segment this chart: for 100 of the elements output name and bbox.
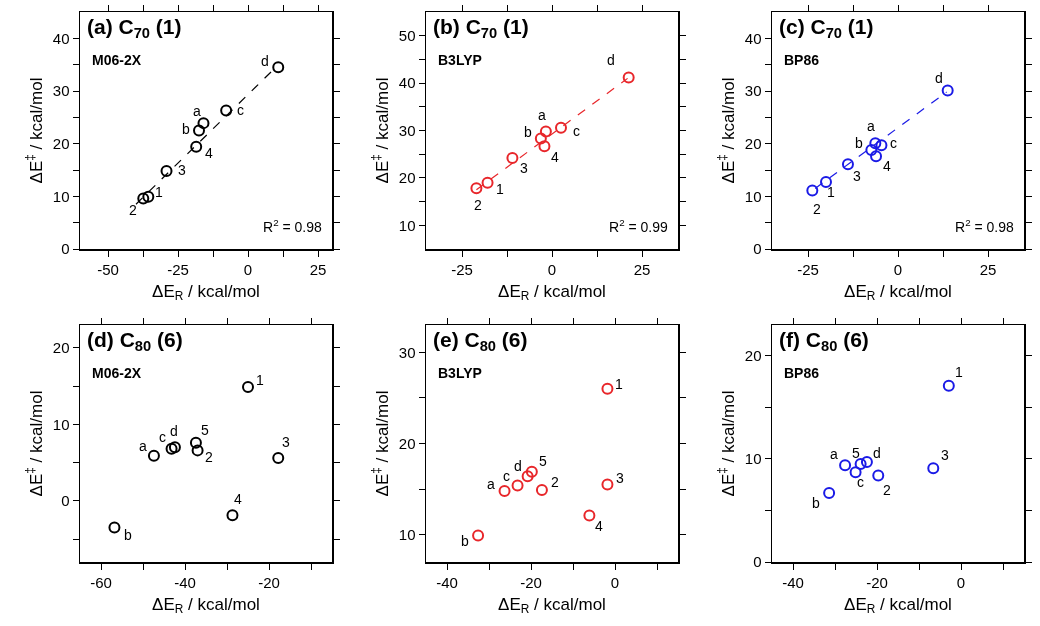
annotation: 2 — [883, 482, 891, 498]
x-tick-label: -25 — [797, 260, 819, 278]
chart-title: (f) C$_{80}$ (6) — [779, 328, 869, 355]
y-tick-label: 10 — [52, 415, 70, 433]
point — [601, 382, 614, 395]
point — [534, 132, 547, 145]
point — [470, 182, 483, 195]
point — [839, 459, 852, 472]
annotation: b — [182, 121, 190, 137]
point — [226, 509, 239, 522]
point — [865, 143, 878, 156]
point — [142, 190, 155, 203]
annotation: 5 — [852, 445, 860, 461]
annotation: c — [573, 123, 580, 139]
y-tick-label: 10 — [52, 187, 70, 205]
text: M06-2X — [92, 365, 142, 381]
point — [242, 380, 254, 393]
x-tick-label: -40 — [174, 573, 196, 591]
point — [820, 176, 832, 189]
point — [555, 121, 567, 134]
annotation: 2 — [474, 197, 482, 213]
x-tick-label: -20 — [520, 573, 542, 591]
point — [941, 84, 954, 97]
y-tick-label: 0 — [753, 240, 762, 258]
annotation: 3 — [520, 160, 528, 176]
point — [539, 125, 552, 138]
annotation: c — [159, 429, 166, 445]
annotation: 3 — [941, 447, 949, 463]
x-tick-label: -25 — [451, 260, 473, 278]
annotation: 4 — [883, 158, 891, 174]
x-tick-label: 25 — [979, 260, 997, 278]
point — [197, 117, 210, 130]
y-tick-label: 10 — [398, 216, 416, 234]
annotation: a — [193, 103, 201, 119]
annotation: d — [607, 52, 615, 68]
annotation: 3 — [178, 162, 186, 178]
annotation: 5 — [539, 453, 547, 469]
point — [137, 192, 150, 205]
point — [849, 466, 862, 479]
point — [927, 462, 940, 475]
annotation: 3 — [853, 168, 861, 184]
annotation: c — [503, 468, 510, 484]
x-tick-label: -40 — [436, 573, 458, 591]
annotation: R$^{2}$ = 0.98 — [263, 217, 322, 235]
point — [220, 104, 233, 117]
chart-title: (e) C$_{80}$ (6) — [433, 328, 528, 355]
point — [272, 452, 285, 465]
y-tick-label: 30 — [52, 82, 70, 100]
annotation: 2 — [813, 201, 821, 217]
point — [472, 529, 485, 542]
point — [190, 140, 203, 153]
annotation: d — [170, 423, 178, 439]
annotation: a — [139, 438, 147, 454]
x-tick-label: 0 — [243, 260, 253, 278]
x-tick-label: -50 — [97, 260, 119, 278]
point — [538, 140, 551, 153]
y-tick-label: 40 — [744, 29, 762, 47]
point — [870, 150, 883, 163]
point — [521, 470, 534, 483]
x-axis-title: ΔE$_{R}$ / kcal/mol — [844, 281, 952, 304]
x-tick-label: -20 — [258, 573, 280, 591]
annotation: R$^{2}$ = 0.98 — [955, 217, 1014, 235]
point — [535, 483, 548, 496]
point — [872, 469, 885, 482]
annotation: 3 — [282, 434, 290, 450]
annotation: a — [830, 446, 838, 462]
text: BP86 — [784, 365, 820, 381]
x-tick-label: 25 — [633, 260, 651, 278]
annotation: 5 — [201, 422, 209, 438]
point — [860, 456, 873, 469]
x-axis-title: ΔE$_{R}$ / kcal/mol — [498, 281, 606, 304]
point — [189, 436, 202, 449]
y-tick-label: 20 — [744, 347, 762, 365]
x-axis-title: ΔE$_{R}$ / kcal/mol — [152, 594, 260, 617]
y-tick-label: 20 — [744, 134, 762, 152]
y-tick-label: 30 — [398, 121, 416, 139]
annotation: 4 — [595, 518, 603, 534]
x-tick-label: -60 — [90, 573, 112, 591]
y-tick-label: 20 — [398, 434, 416, 452]
annotation: d — [514, 458, 522, 474]
annotation: 3 — [616, 470, 624, 486]
annotation: 1 — [155, 184, 163, 200]
annotation: 1 — [256, 372, 264, 388]
annotation: 1 — [496, 181, 504, 197]
annotation: 2 — [551, 474, 559, 490]
x-tick-label: -20 — [866, 573, 888, 591]
x-tick-label: -40 — [782, 573, 804, 591]
point — [511, 479, 524, 492]
annotation: c — [237, 102, 244, 118]
annotation: 1 — [615, 376, 623, 392]
x-axis-title: ΔE$_{R}$ / kcal/mol — [498, 594, 606, 617]
annotation: d — [873, 445, 881, 461]
x-tick-label: 0 — [547, 260, 557, 278]
text: B3LYP — [438, 52, 482, 68]
text: B3LYP — [438, 365, 482, 381]
annotation: b — [855, 135, 863, 151]
x-axis-title: ΔE$_{R}$ / kcal/mol — [844, 594, 952, 617]
annotation: 4 — [234, 491, 242, 507]
y-tick-label: 0 — [61, 492, 70, 510]
point — [525, 465, 538, 478]
